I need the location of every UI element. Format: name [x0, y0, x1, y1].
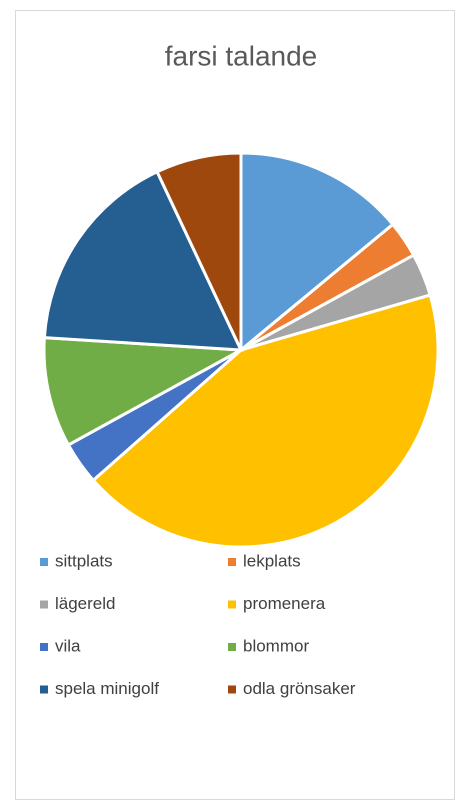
- pie-slice: [42, 169, 244, 352]
- legend-swatch: [40, 600, 48, 609]
- legend-label: blommor: [243, 636, 309, 655]
- legend-label: lägereld: [55, 594, 116, 613]
- legend-swatch: [228, 558, 236, 566]
- legend-label: spela minigolf: [55, 679, 159, 698]
- pie-slice: [42, 336, 247, 447]
- legend-label: promenera: [243, 594, 326, 613]
- legend-label: sittplats: [55, 551, 113, 570]
- legend-swatch: [228, 643, 236, 651]
- legend-label: vila: [55, 636, 81, 655]
- pie-slice: [91, 293, 440, 549]
- legend-swatch: [40, 643, 48, 651]
- legend-label: lekplats: [243, 551, 301, 570]
- chart-title: farsi talande: [165, 40, 318, 71]
- legend-swatch: [40, 558, 48, 566]
- legend-swatch: [40, 685, 48, 694]
- legend-swatch: [228, 685, 236, 694]
- pie-slice: [155, 151, 243, 351]
- legend-label: odla grönsaker: [243, 679, 356, 698]
- legend-swatch: [228, 600, 236, 609]
- pie-slice: [239, 151, 395, 354]
